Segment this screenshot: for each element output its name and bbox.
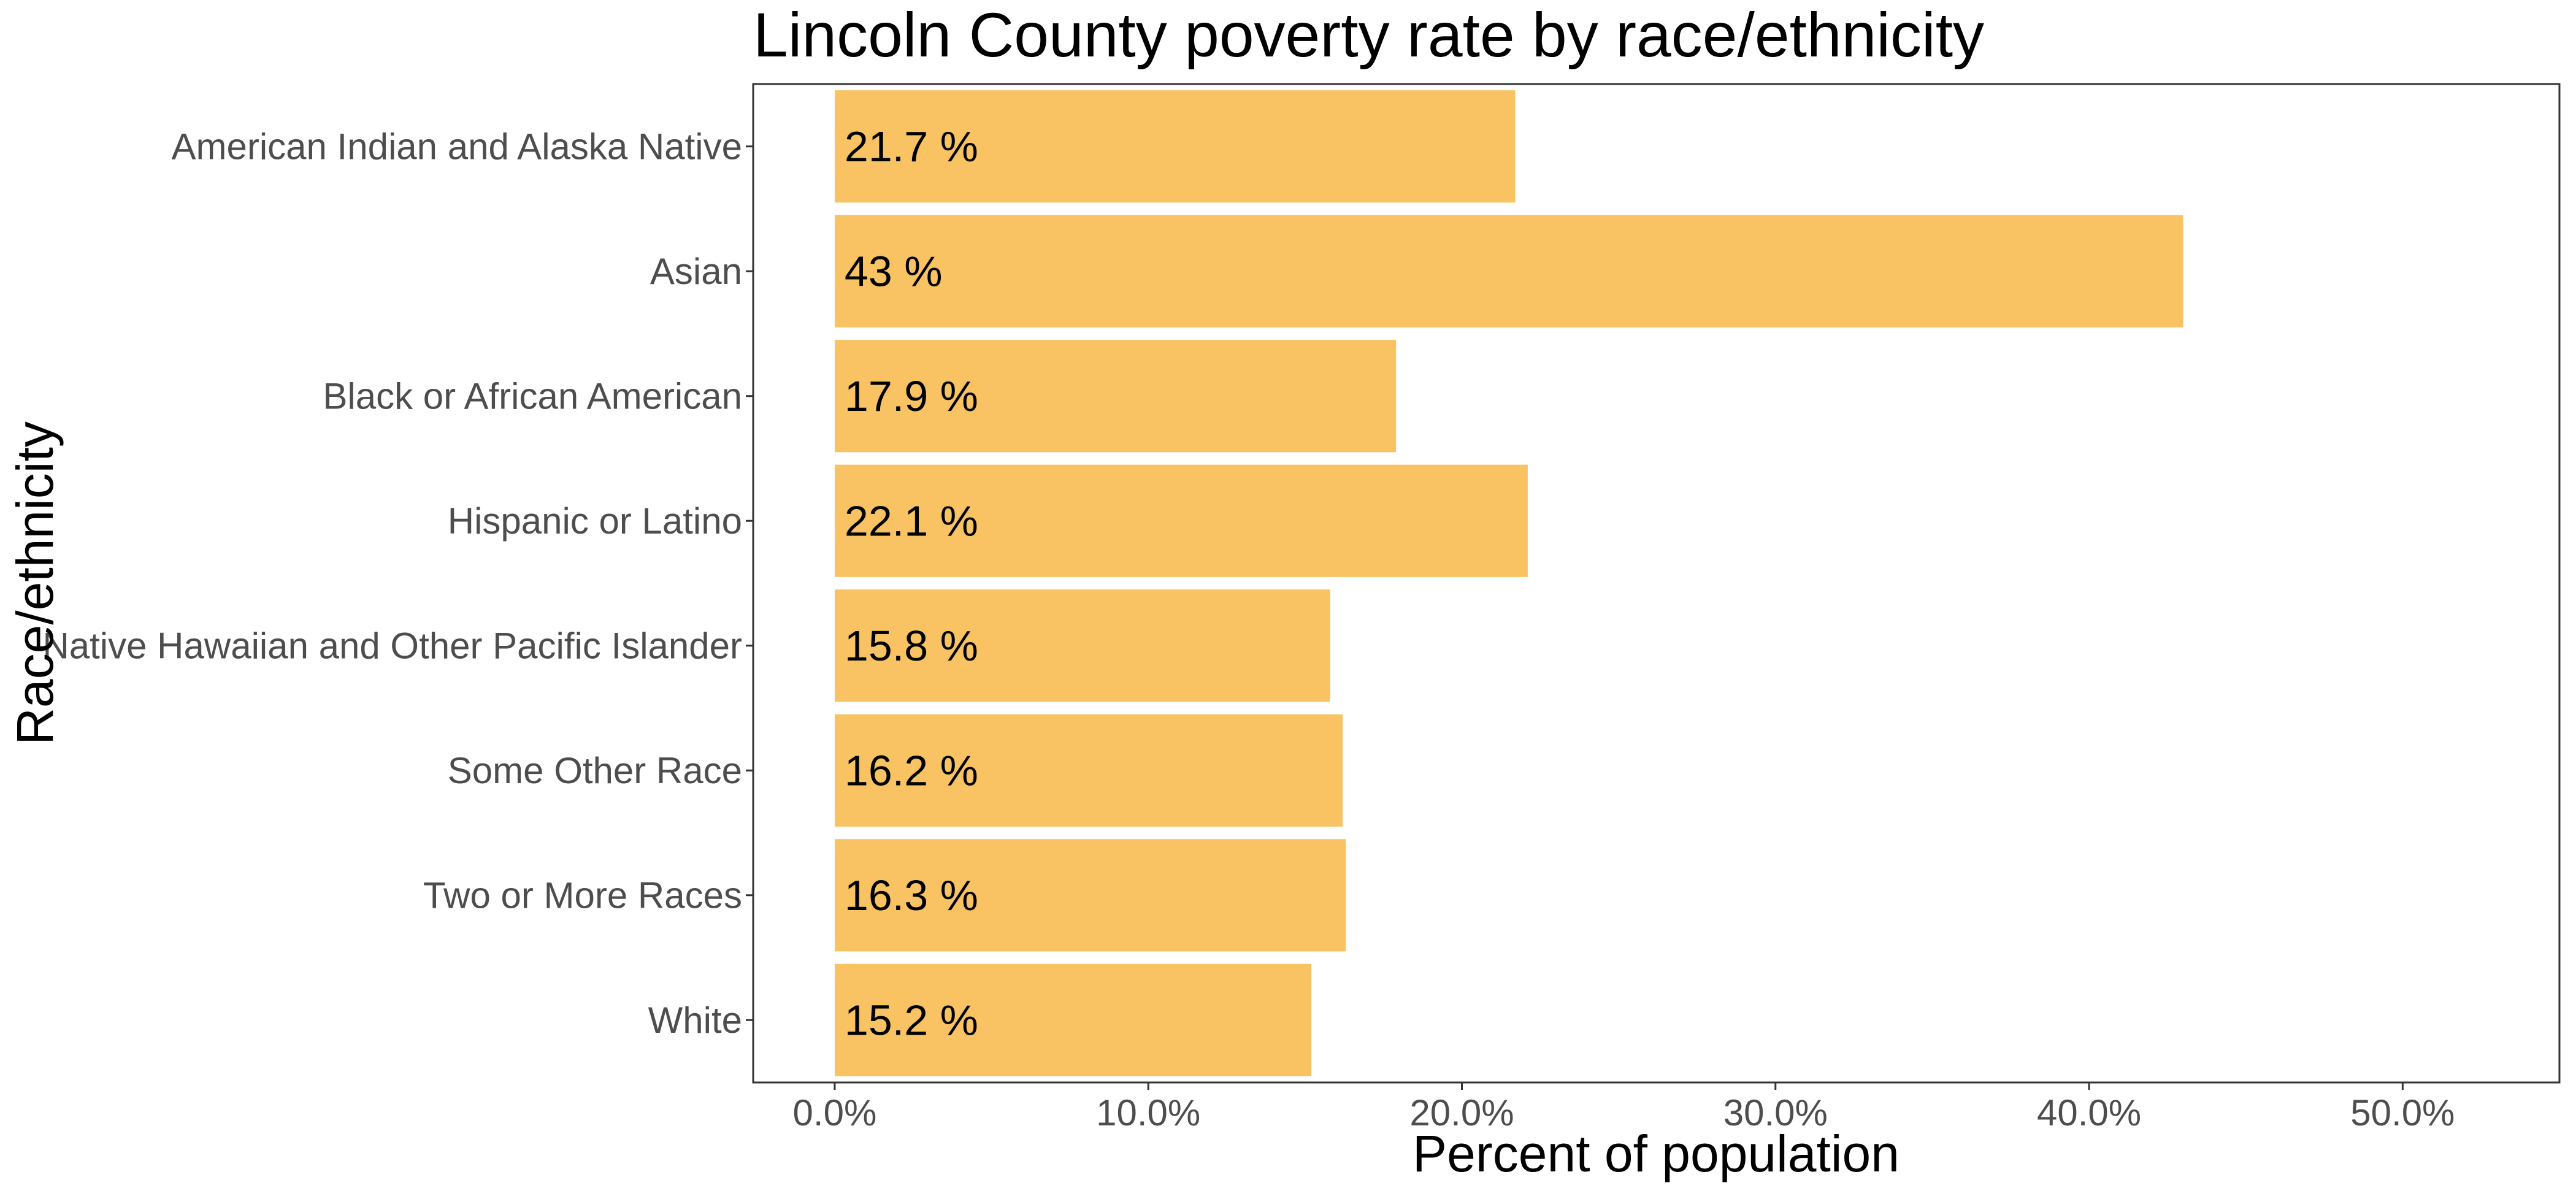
bar [834,714,1343,827]
y-tick-label: Two or More Races [423,875,742,916]
data-label: 15.2 % [845,996,978,1044]
x-tick-label: 30.0% [1723,1092,1828,1133]
bar [834,215,2183,328]
x-tick-label: 20.0% [1409,1092,1514,1133]
bars-layer [834,90,2183,1076]
data-label: 16.3 % [845,871,978,919]
x-axis-title: Percent of population [1413,1125,1899,1182]
data-label: 21.7 % [845,123,978,170]
data-labels-layer: 21.7 % 43 % 17.9 % 22.1 % 15.8 % 16.2 % 16.3 %… [845,123,978,1044]
y-tick-label: Native Hawaiian and Other Pacific Island… [42,625,742,666]
bar [834,839,1346,952]
bar [834,90,1516,203]
y-tick-label: Black or African American [323,375,742,416]
bar [834,340,1397,453]
plot-panel [752,83,2561,1084]
x-axis: 0.0% 10.0% 20.0% 30.0% 40.0% 50.0% [793,1082,2455,1133]
y-tick-label: Asian [650,251,742,292]
y-tick-label: Hispanic or Latino [448,500,742,542]
chart-title: Lincoln County poverty rate by race/ethn… [753,0,1984,70]
x-tick-label: 10.0% [1096,1092,1200,1133]
x-tick-label: 40.0% [2037,1092,2141,1133]
data-label: 43 % [845,247,943,295]
bar [834,589,1330,702]
data-label: 22.1 % [845,497,978,545]
x-tick-label: 0.0% [793,1092,877,1133]
x-tick-label: 50.0% [2350,1092,2455,1133]
y-tick-label: Some Other Race [448,750,742,791]
data-label: 17.9 % [845,372,978,420]
y-tick-label: American Indian and Alaska Native [171,126,742,167]
y-tick-label: White [648,1000,742,1041]
y-axis-title: Race/ethnicity [6,421,64,745]
bar [834,963,1312,1076]
bar [834,464,1528,577]
y-axis: American Indian and Alaska Native Asian Bl… [42,126,753,1041]
data-label: 16.2 % [845,746,978,794]
data-label: 15.8 % [845,622,978,670]
